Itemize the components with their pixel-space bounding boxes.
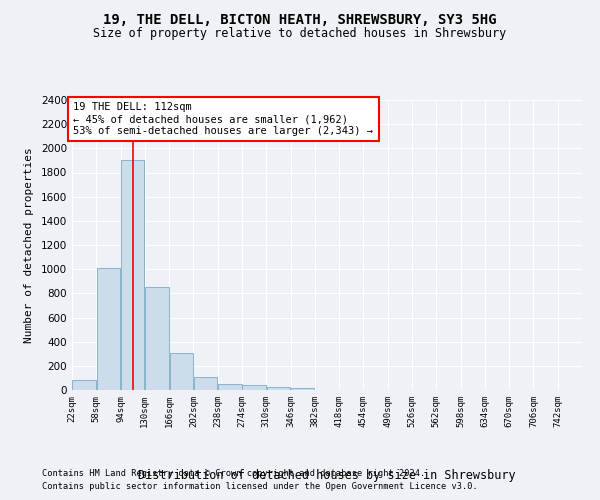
Bar xyxy=(266,387,290,390)
Y-axis label: Number of detached properties: Number of detached properties xyxy=(24,147,34,343)
Bar xyxy=(97,268,120,390)
Text: 19 THE DELL: 112sqm
← 45% of detached houses are smaller (1,962)
53% of semi-det: 19 THE DELL: 112sqm ← 45% of detached ho… xyxy=(73,102,373,136)
Bar xyxy=(194,376,217,390)
Text: Contains public sector information licensed under the Open Government Licence v3: Contains public sector information licen… xyxy=(42,482,478,491)
X-axis label: Distribution of detached houses by size in Shrewsbury: Distribution of detached houses by size … xyxy=(138,469,516,482)
Bar xyxy=(121,160,145,390)
Bar xyxy=(170,352,193,390)
Bar xyxy=(218,384,242,390)
Text: 19, THE DELL, BICTON HEATH, SHREWSBURY, SY3 5HG: 19, THE DELL, BICTON HEATH, SHREWSBURY, … xyxy=(103,12,497,26)
Bar xyxy=(291,388,314,390)
Bar xyxy=(242,385,266,390)
Text: Size of property relative to detached houses in Shrewsbury: Size of property relative to detached ho… xyxy=(94,28,506,40)
Bar xyxy=(73,380,96,390)
Bar xyxy=(145,288,169,390)
Text: Contains HM Land Registry data © Crown copyright and database right 2024.: Contains HM Land Registry data © Crown c… xyxy=(42,468,425,477)
